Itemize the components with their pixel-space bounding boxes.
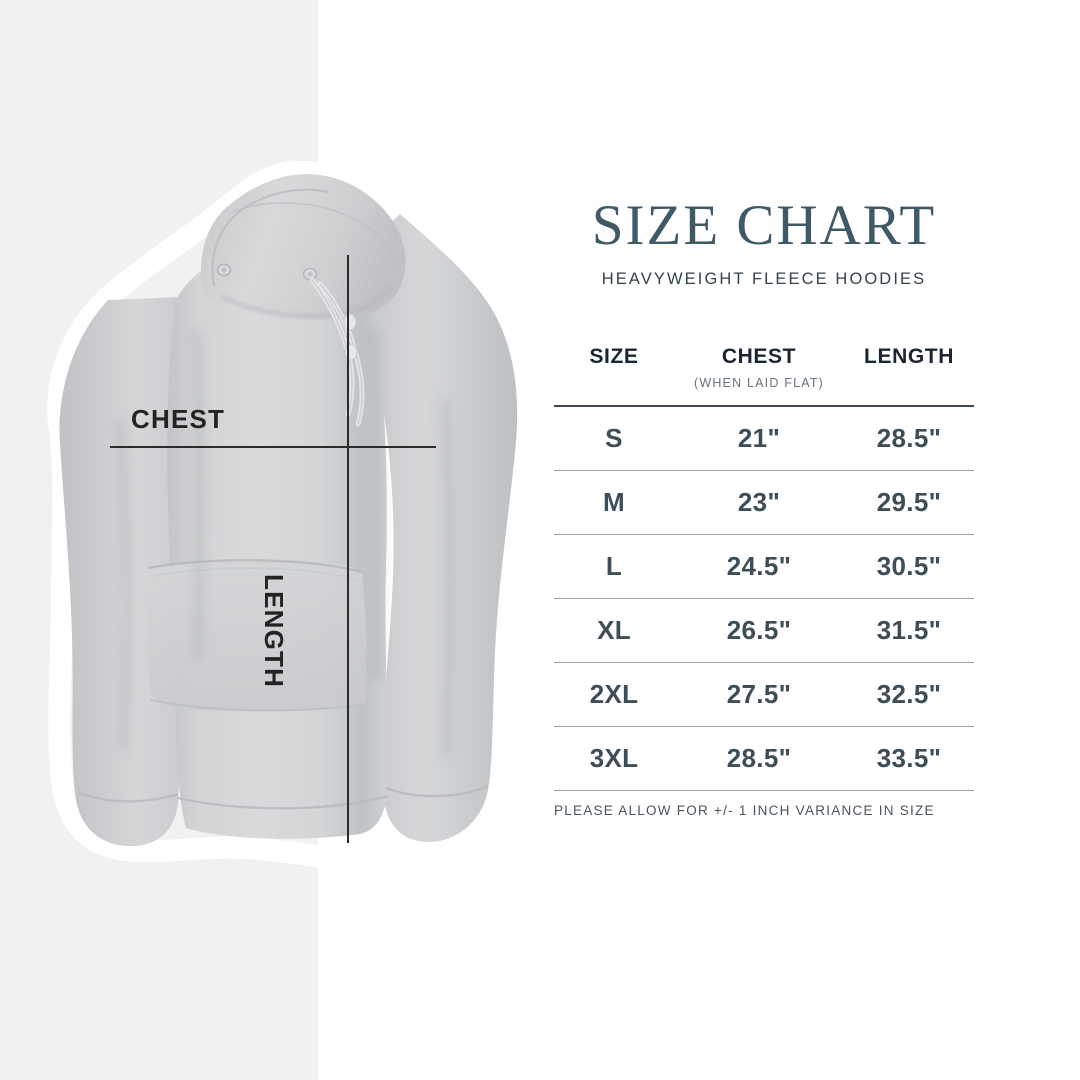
cell-length: 32.5" xyxy=(876,679,942,710)
hoodie-grommet-right xyxy=(302,267,318,281)
table-row: 2XL 27.5" 32.5" xyxy=(554,663,974,726)
table-rule xyxy=(554,598,974,600)
column-header-chest: CHEST xyxy=(721,345,797,368)
cell-length: 31.5" xyxy=(876,615,942,646)
cell-chest: 23" xyxy=(737,487,781,518)
chest-note: (WHEN LAID FLAT) xyxy=(693,376,825,390)
table-rule xyxy=(554,726,974,728)
variance-footnote: PLEASE ALLOW FOR +/- 1 INCH VARIANCE IN … xyxy=(554,803,935,818)
cell-size: 2XL xyxy=(589,679,639,710)
hoodie-grommet-left xyxy=(216,263,232,277)
table-header-row: SIZE CHEST LENGTH (WHEN LAID FLAT) xyxy=(554,345,974,403)
cell-size: XL xyxy=(597,615,631,646)
cell-length: 29.5" xyxy=(876,487,942,518)
page-subtitle: HEAVYWEIGHT FLEECE HOODIES xyxy=(601,270,927,288)
cell-size: S xyxy=(605,423,623,454)
hoodie-pocket xyxy=(146,558,367,712)
hoodie-hood xyxy=(201,174,406,320)
hoodie-right-sleeve xyxy=(348,214,518,842)
cell-length: 33.5" xyxy=(876,743,942,774)
table-row: L 24.5" 30.5" xyxy=(554,535,974,598)
table-rule-top xyxy=(554,405,974,408)
cell-size: L xyxy=(605,551,623,582)
cell-length: 28.5" xyxy=(876,423,942,454)
cell-chest: 24.5" xyxy=(726,551,792,582)
table-rule xyxy=(554,662,974,664)
table-rule xyxy=(554,534,974,536)
cell-chest: 26.5" xyxy=(726,615,792,646)
cell-size: 3XL xyxy=(589,743,639,774)
length-measurement-line xyxy=(347,255,349,843)
chest-measurement-line xyxy=(110,446,436,448)
cell-chest: 27.5" xyxy=(726,679,792,710)
hoodie-drawstrings xyxy=(311,279,363,425)
table-row: XL 26.5" 31.5" xyxy=(554,599,974,662)
size-table: S 21" 28.5" M 23" 29.5" L 24.5" 30.5" XL… xyxy=(554,405,974,792)
table-row: S 21" 28.5" xyxy=(554,407,974,470)
table-rule-bottom xyxy=(554,790,974,792)
table-row: M 23" 29.5" xyxy=(554,471,974,534)
size-chart-panel: SIZE CHART HEAVYWEIGHT FLEECE HOODIES SI… xyxy=(554,0,974,1080)
hoodie-product-image xyxy=(59,174,518,847)
cell-chest: 21" xyxy=(737,423,781,454)
cell-size: M xyxy=(603,487,625,518)
cell-chest: 28.5" xyxy=(726,743,792,774)
page-title: SIZE CHART xyxy=(591,194,937,257)
column-header-length: LENGTH xyxy=(864,345,954,368)
length-measurement-label: LENGTH xyxy=(259,574,289,689)
table-rule xyxy=(554,470,974,472)
cell-length: 30.5" xyxy=(876,551,942,582)
table-row: 3XL 28.5" 33.5" xyxy=(554,727,974,790)
column-header-size: SIZE xyxy=(589,345,639,368)
chest-measurement-label: CHEST xyxy=(131,404,226,434)
product-image-stage: CHEST LENGTH xyxy=(59,174,518,847)
